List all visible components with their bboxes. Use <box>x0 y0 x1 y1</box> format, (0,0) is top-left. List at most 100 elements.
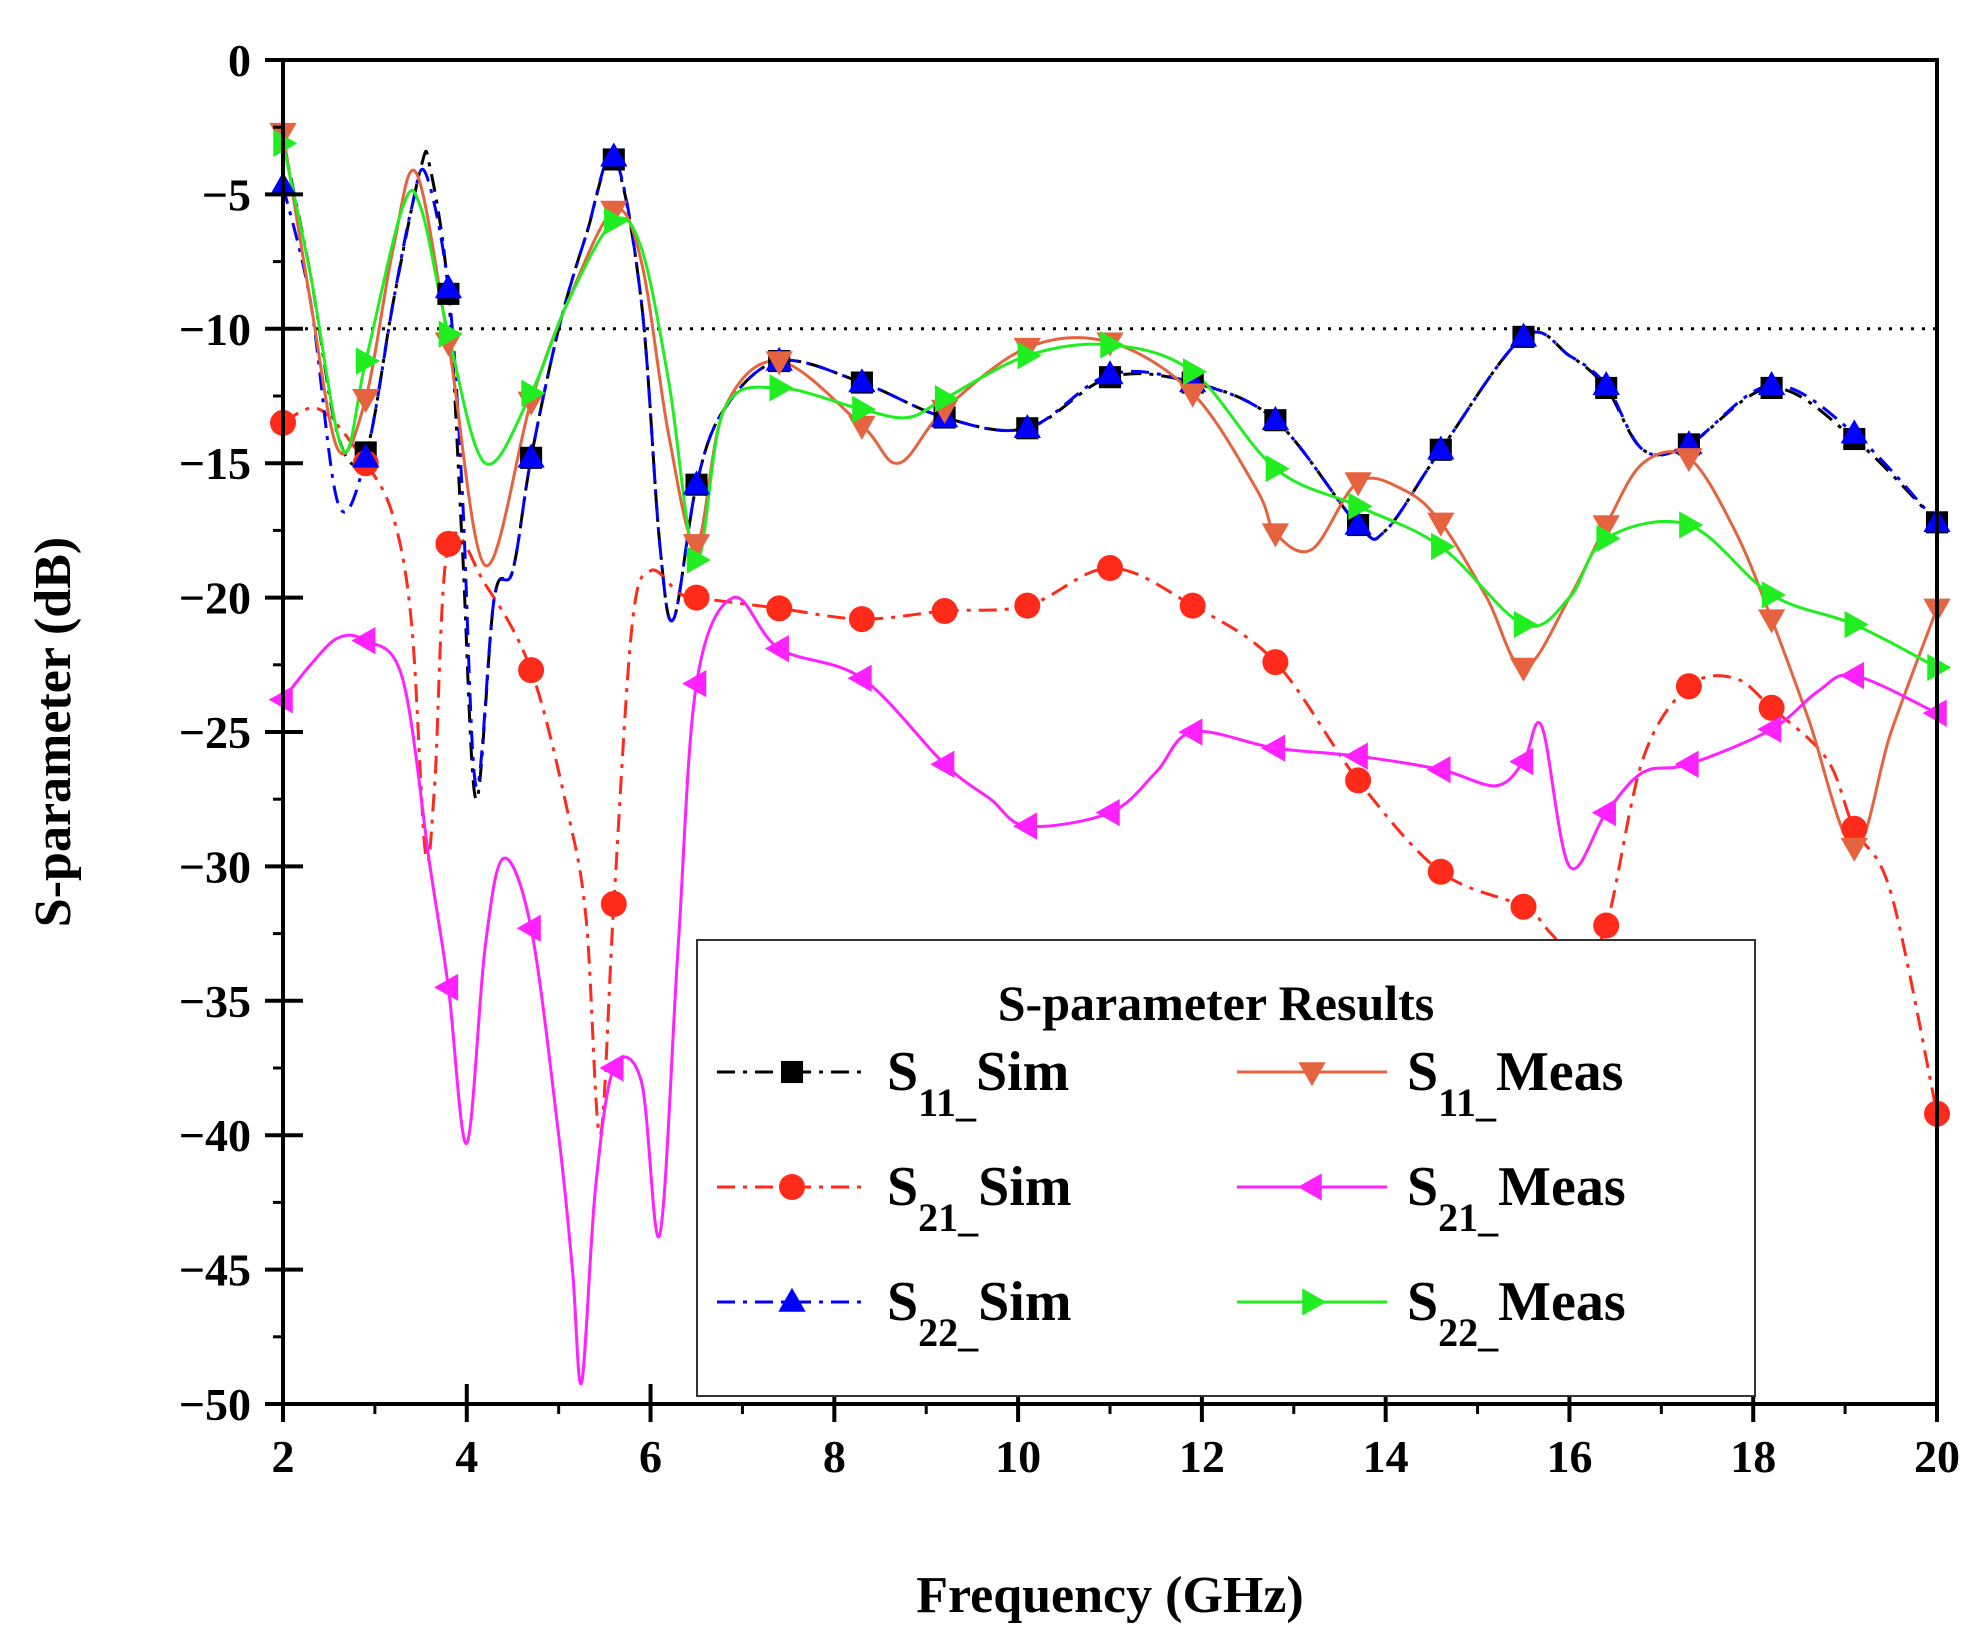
series-line-s22-meas <box>283 143 1937 669</box>
marker-s21-meas <box>1922 699 1947 727</box>
marker-s22-meas <box>934 385 959 413</box>
marker-s21-sim <box>1758 694 1785 721</box>
marker-s21-sim <box>683 584 710 611</box>
marker-s11-meas <box>1179 383 1207 408</box>
marker-s11-meas <box>682 534 711 559</box>
x-tick-label: 6 <box>639 1431 662 1482</box>
marker-s22-sim <box>1344 510 1372 535</box>
marker-s22-sim <box>600 142 628 167</box>
marker-layer <box>268 122 1952 1127</box>
y-axis-title: S-parameter (dB) <box>25 537 82 927</box>
legend-box <box>696 939 1756 1397</box>
legend-marker-s11-sim <box>780 1060 804 1084</box>
marker-s11-meas <box>848 415 876 440</box>
y-tick-label: −10 <box>179 304 251 355</box>
marker-s21-meas <box>1013 812 1038 840</box>
series-line-s11-sim <box>283 140 1937 801</box>
marker-s11-meas <box>1261 523 1290 548</box>
marker-s21-meas <box>764 635 789 663</box>
marker-s21-meas <box>599 1054 624 1082</box>
marker-s21-sim <box>1345 767 1372 794</box>
legend-title: S-parameter Results <box>998 975 1435 1031</box>
legend-marker-s22-sim <box>778 1287 806 1312</box>
marker-s22-meas <box>1844 610 1869 639</box>
marker-s22-meas <box>1761 581 1786 609</box>
marker-s21-sim <box>518 657 545 684</box>
marker-s21-sim <box>1510 893 1537 920</box>
marker-s21-sim <box>1097 555 1123 582</box>
y-tick-label: −20 <box>179 573 251 624</box>
marker-s21-sim <box>766 595 793 622</box>
legend-items: S11_Sim S21_Sim S22_Sim S11_Meas S21_Meas S22… <box>717 1041 1626 1355</box>
marker-s22-sim <box>1592 370 1620 395</box>
marker-s22-meas <box>1927 653 1952 682</box>
legend-marker-s11-meas <box>1298 1062 1326 1087</box>
marker-s11-meas <box>1757 609 1786 634</box>
marker-s22-meas <box>1513 610 1538 639</box>
marker-s22-sim <box>352 443 380 468</box>
marker-s21-sim <box>1841 815 1868 842</box>
marker-s21-sim <box>1675 673 1702 700</box>
y-tick-label: −5 <box>202 169 251 220</box>
legend-label-s22-meas: S22_Meas <box>1407 1271 1626 1355</box>
marker-s22-meas <box>273 129 298 157</box>
marker-s22-sim <box>1261 405 1290 430</box>
marker-s21-meas <box>1509 747 1534 776</box>
axis-layer: 2 4 6 8 10 12 14 16 18 20 0 −5 −10 −15 −20 −25 −30 −35 −40… <box>179 35 1960 1482</box>
marker-s21-sim <box>848 606 875 633</box>
marker-s21-meas <box>351 626 376 655</box>
marker-s11-meas <box>1344 472 1372 497</box>
legend-label-s11-meas: S11_Meas <box>1407 1041 1623 1125</box>
y-tick-label: −25 <box>179 707 251 758</box>
marker-s21-meas <box>682 669 707 698</box>
marker-s22-sim <box>682 470 711 495</box>
legend-label-s11-sim: S11_Sim <box>887 1041 1069 1125</box>
marker-s21-meas <box>516 914 541 942</box>
legend-label-s21-meas: S21_Meas <box>1407 1156 1626 1240</box>
x-tick-label: 20 <box>1914 1431 1960 1482</box>
x-tick-label: 14 <box>1363 1431 1409 1482</box>
marker-s21-meas <box>1840 661 1865 690</box>
marker-s22-sim <box>1096 360 1124 385</box>
x-tick-label: 12 <box>1179 1431 1225 1482</box>
marker-s22-meas <box>1679 511 1704 539</box>
x-tick-label: 8 <box>823 1431 846 1482</box>
marker-s22-meas <box>355 347 380 375</box>
marker-s21-meas <box>434 973 459 1002</box>
legend-marker-s21-meas <box>1297 1173 1322 1201</box>
x-tick-label: 4 <box>455 1431 478 1482</box>
marker-s21-sim <box>600 891 627 918</box>
marker-s21-sim <box>1427 858 1454 885</box>
x-tick-label: 2 <box>272 1431 295 1482</box>
marker-s22-meas <box>852 395 877 424</box>
marker-s22-meas <box>1100 331 1125 359</box>
marker-s22-sim <box>1840 419 1868 444</box>
marker-s11-meas <box>1840 837 1868 862</box>
y-tick-label: −35 <box>179 976 251 1027</box>
marker-s21-sim <box>1179 592 1206 619</box>
legend-label-s21-sim: S21_Sim <box>887 1156 1072 1240</box>
y-tick-label: −30 <box>179 841 251 892</box>
marker-s21-meas <box>1343 742 1368 770</box>
legend: S-parameter Results S11_Sim S21_Sim S22_Si… <box>696 939 1756 1397</box>
marker-s21-sim <box>1593 912 1620 939</box>
y-tick-label: 0 <box>228 35 251 86</box>
marker-s21-sim <box>435 530 462 557</box>
marker-s22-sim <box>1427 435 1455 460</box>
marker-s21-sim <box>931 598 958 625</box>
marker-s21-meas <box>268 686 293 714</box>
marker-s21-meas <box>1178 718 1203 746</box>
marker-s22-sim <box>1509 322 1538 347</box>
marker-s11-meas <box>1675 448 1703 473</box>
marker-s21-meas <box>1674 750 1699 778</box>
y-tick-label: −45 <box>179 1245 251 1296</box>
marker-s21-meas <box>1591 798 1616 827</box>
marker-s21-meas <box>1757 715 1782 743</box>
marker-s22-sim <box>1013 413 1041 439</box>
marker-s21-meas <box>1095 798 1120 827</box>
marker-s11-meas <box>1592 515 1620 540</box>
marker-s22-sim <box>1757 370 1786 395</box>
marker-s22-meas <box>1596 524 1621 553</box>
marker-s22-meas <box>686 546 711 574</box>
x-tick-label: 10 <box>995 1431 1041 1482</box>
